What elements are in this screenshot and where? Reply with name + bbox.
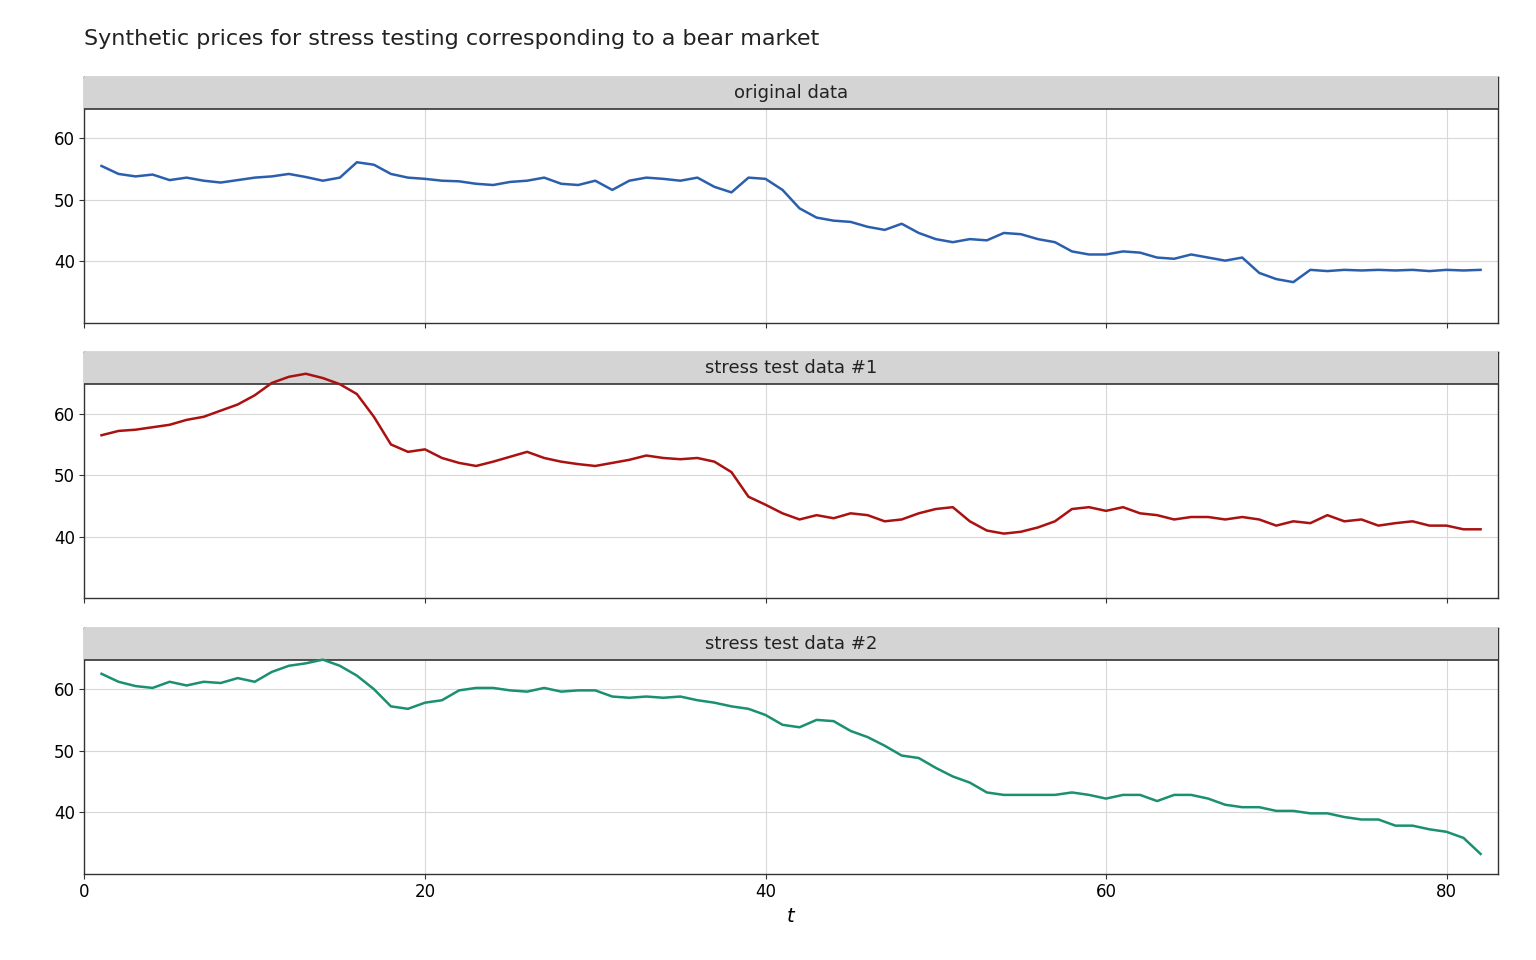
Text: original data: original data	[734, 84, 848, 102]
Bar	[84, 352, 1498, 384]
X-axis label: t: t	[788, 907, 794, 925]
Bar	[84, 77, 1498, 108]
Text: stress test data #2: stress test data #2	[705, 635, 877, 653]
Text: Synthetic prices for stress testing corresponding to a bear market: Synthetic prices for stress testing corr…	[84, 29, 820, 49]
Bar	[84, 628, 1498, 660]
Text: stress test data #1: stress test data #1	[705, 359, 877, 377]
